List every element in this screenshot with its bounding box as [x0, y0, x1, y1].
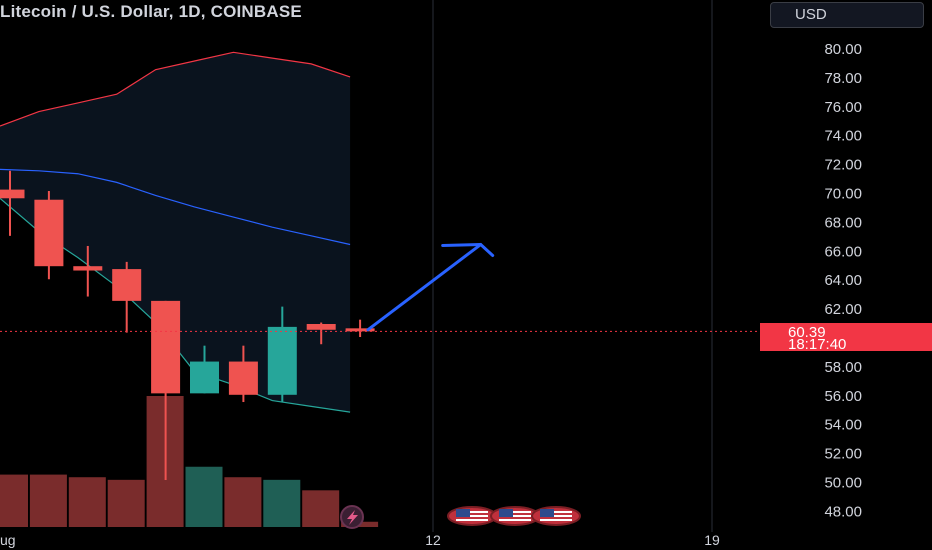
price-tick-label: 62.00	[824, 301, 862, 318]
price-tick-label: 66.00	[824, 243, 862, 260]
candle	[34, 191, 64, 280]
last-price-value: 60.39	[788, 324, 826, 341]
flag-stripe	[499, 519, 531, 521]
time-axis[interactable]: ug 12 19	[0, 532, 720, 548]
bollinger-band-fill	[0, 52, 351, 413]
volume-bar	[224, 477, 262, 527]
candle-body	[228, 361, 258, 395]
candlesticks	[0, 170, 375, 481]
price-tick-label: 68.00	[824, 214, 862, 231]
price-axis[interactable]: 48.0050.0052.0054.0056.0058.0060.0062.00…	[824, 41, 862, 520]
candle	[306, 322, 336, 345]
us-flag-icon[interactable]	[531, 506, 581, 526]
volume-bar	[263, 479, 301, 527]
candle	[267, 306, 297, 403]
candle-body	[190, 361, 219, 394]
price-tick-label: 78.00	[824, 70, 862, 87]
price-tick-label: 74.00	[824, 128, 862, 145]
candle	[112, 261, 142, 333]
volume-bar	[302, 490, 340, 527]
candle-body	[306, 323, 336, 330]
flag-canton	[499, 509, 513, 517]
candle-body	[112, 269, 142, 301]
flag-stripe	[456, 511, 488, 513]
flag-stripe	[499, 515, 531, 517]
candle	[228, 345, 258, 403]
volume-bar	[185, 466, 223, 527]
candle	[345, 319, 375, 337]
candle-body	[267, 326, 297, 395]
arrow-head[interactable]	[441, 243, 495, 258]
chart-grid	[432, 0, 713, 532]
time-tick-label: 19	[704, 532, 720, 548]
flag-stripe	[499, 511, 531, 513]
last-price-badge: 60.39 18:17:40	[760, 323, 932, 353]
volume-bar	[29, 474, 67, 527]
price-tick-label: 72.00	[824, 157, 862, 174]
price-tick-label: 58.00	[824, 359, 862, 376]
event-icons[interactable]	[340, 505, 581, 529]
candle-body	[151, 300, 181, 394]
candle	[151, 300, 181, 481]
price-tick-label: 70.00	[824, 186, 862, 203]
price-tick-label: 56.00	[824, 388, 862, 405]
price-tick-label: 52.00	[824, 446, 862, 463]
price-tick-label: 54.00	[824, 417, 862, 434]
candle	[190, 345, 219, 394]
candle-body	[34, 199, 64, 267]
flag-canton	[540, 509, 554, 517]
flag-stripe	[456, 515, 488, 517]
price-tick-label: 48.00	[824, 503, 862, 520]
middle-band-line	[0, 168, 351, 246]
price-tick-label: 76.00	[824, 99, 862, 116]
volume-bar	[68, 477, 106, 527]
band-area	[0, 52, 351, 413]
volume-bar	[0, 474, 28, 527]
time-tick-label: 12	[425, 532, 441, 548]
chart-title: Litecoin / U.S. Dollar, 1D, COINBASE	[0, 2, 302, 21]
volume-bar	[107, 479, 145, 527]
upper-band-line	[0, 51, 351, 127]
currency-button[interactable]: USD	[770, 2, 924, 28]
price-tick-label: 50.00	[824, 475, 862, 492]
lightning-event-icon[interactable]	[340, 505, 364, 529]
flag-stripe	[540, 519, 572, 521]
volume-bars	[0, 396, 379, 527]
arrow-shaft[interactable]	[366, 243, 483, 332]
lightning-glyph	[347, 510, 358, 525]
candle-body	[345, 328, 375, 332]
bar-countdown: 18:17:40	[788, 336, 847, 353]
flag-stripe	[456, 519, 488, 521]
flag-stripe	[540, 511, 572, 513]
price-tick-label: 64.00	[824, 272, 862, 289]
price-tick-label: 80.00	[824, 41, 862, 58]
flag-canton	[456, 509, 470, 517]
candle-body	[73, 266, 103, 271]
candle	[73, 245, 103, 297]
time-tick-label: ug	[0, 532, 16, 548]
us-flag-icon[interactable]	[447, 506, 497, 526]
us-flag-icon[interactable]	[490, 506, 540, 526]
candle-body	[0, 189, 25, 199]
flag-stripe	[540, 515, 572, 517]
candle	[0, 170, 25, 236]
projection-arrow[interactable]	[366, 243, 495, 332]
